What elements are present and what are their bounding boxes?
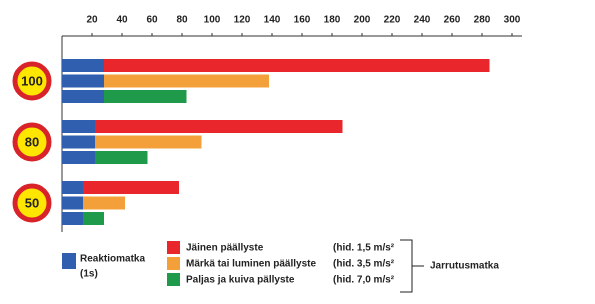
bracket bbox=[400, 239, 424, 293]
legend-label: Jäinen päällyste bbox=[186, 243, 264, 254]
legend-note: (hid. 7,0 m/s² bbox=[333, 275, 395, 286]
speed-sign bbox=[12, 61, 52, 101]
legend-label: Paljas ja kuiva pällyste bbox=[186, 275, 295, 286]
x-tick-label: 300 bbox=[504, 15, 521, 26]
legend-label: Reaktiomatka bbox=[80, 254, 145, 265]
x-tick-label: 100 bbox=[204, 15, 221, 26]
reaction-segment bbox=[62, 120, 95, 133]
x-tick-label: 280 bbox=[474, 15, 491, 26]
reaction-segment bbox=[62, 74, 104, 88]
category-label: 50 bbox=[25, 195, 39, 210]
legend-label: Märkä tai luminen päällyste bbox=[186, 259, 316, 270]
speed-sign bbox=[12, 183, 52, 223]
x-tick-label: 60 bbox=[146, 15, 158, 26]
bar bbox=[95, 151, 148, 164]
x-tick-label: 220 bbox=[384, 15, 401, 26]
x-tick-label: 40 bbox=[116, 15, 128, 26]
reaction-segment bbox=[62, 59, 104, 72]
reaction-segment bbox=[62, 212, 83, 225]
x-tick-label: 160 bbox=[294, 15, 311, 26]
reaction-segment bbox=[62, 151, 95, 164]
x-tick-label: 200 bbox=[354, 15, 371, 26]
x-tick-label: 20 bbox=[86, 15, 98, 26]
bar bbox=[95, 135, 202, 149]
legend-swatch bbox=[167, 241, 180, 254]
bar bbox=[104, 90, 187, 103]
x-tick-label: 80 bbox=[176, 15, 188, 26]
reaction-segment bbox=[62, 135, 95, 149]
bar bbox=[83, 196, 125, 210]
legend-swatch bbox=[167, 257, 180, 270]
reaction-segment bbox=[62, 90, 104, 103]
braking-label: Jarrutusmatka bbox=[430, 261, 499, 272]
legend-swatch bbox=[62, 253, 76, 269]
x-tick-label: 260 bbox=[444, 15, 461, 26]
legend-note: (hid. 3,5 m/s² bbox=[333, 259, 395, 270]
x-tick-label: 120 bbox=[234, 15, 251, 26]
category-label: 100 bbox=[21, 73, 43, 88]
x-tick-label: 180 bbox=[324, 15, 341, 26]
bar bbox=[83, 212, 104, 225]
bar bbox=[104, 74, 269, 88]
category-label: 80 bbox=[25, 134, 39, 149]
speed-sign bbox=[12, 122, 52, 162]
x-tick-label: 140 bbox=[264, 15, 281, 26]
bar bbox=[83, 181, 179, 194]
legend-swatch bbox=[167, 273, 180, 286]
x-tick-label: 240 bbox=[414, 15, 431, 26]
bar bbox=[95, 120, 343, 133]
bar bbox=[104, 59, 490, 72]
reaction-segment bbox=[62, 196, 83, 210]
legend-note: (hid. 1,5 m/s² bbox=[333, 243, 395, 254]
reaction-segment bbox=[62, 181, 83, 194]
legend-note: (1s) bbox=[80, 269, 98, 280]
